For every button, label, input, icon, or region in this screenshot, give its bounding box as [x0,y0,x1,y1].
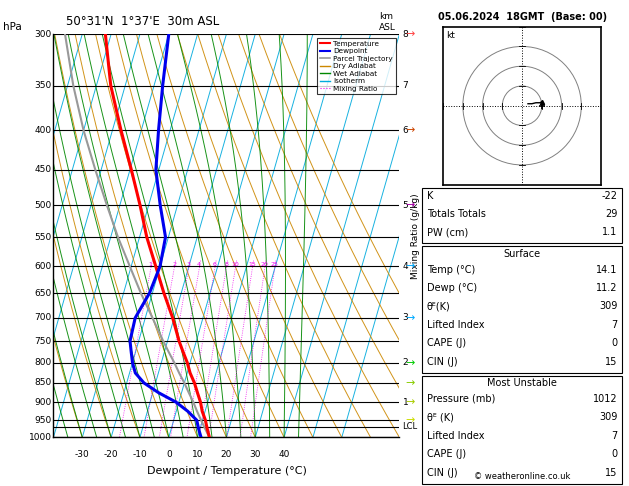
Text: →: → [406,378,415,388]
Text: 400: 400 [35,126,52,135]
Text: 550: 550 [35,233,52,242]
Text: -20: -20 [104,450,118,458]
Text: 800: 800 [35,358,52,367]
Text: Dewp (°C): Dewp (°C) [426,283,477,293]
Text: 10: 10 [192,450,203,458]
Text: 7: 7 [611,320,618,330]
Text: θᴱ(K): θᴱ(K) [426,301,450,312]
Text: 25: 25 [270,262,279,267]
Text: →: → [406,125,415,136]
Text: 450: 450 [35,165,52,174]
Text: 0: 0 [611,338,618,348]
Text: 8: 8 [403,30,408,38]
Text: 4: 4 [197,262,201,267]
Text: 700: 700 [35,313,52,322]
Text: 7: 7 [611,431,618,441]
Text: 1: 1 [149,262,153,267]
Text: 2: 2 [172,262,176,267]
Text: 30: 30 [250,450,261,458]
Text: 3: 3 [187,262,191,267]
Text: 05.06.2024  18GMT  (Base: 00): 05.06.2024 18GMT (Base: 00) [438,12,606,22]
Text: →: → [406,29,415,39]
Text: 15: 15 [605,357,618,367]
Text: CIN (J): CIN (J) [426,468,457,478]
Text: LCL: LCL [403,422,418,431]
Text: 850: 850 [35,379,52,387]
Text: Lifted Index: Lifted Index [426,431,484,441]
Text: 900: 900 [35,398,52,407]
Text: 15: 15 [605,468,618,478]
Text: 6: 6 [213,262,216,267]
Text: →: → [406,358,415,367]
Text: 309: 309 [599,301,618,312]
Text: CIN (J): CIN (J) [426,357,457,367]
Text: 600: 600 [35,262,52,271]
Text: 1012: 1012 [593,394,618,404]
Text: →: → [406,261,415,271]
Text: Dewpoint / Temperature (°C): Dewpoint / Temperature (°C) [147,466,306,476]
Text: 11.2: 11.2 [596,283,618,293]
Text: -22: -22 [601,191,618,201]
Text: →: → [406,397,415,407]
Text: -10: -10 [133,450,147,458]
Text: hPa: hPa [3,21,22,32]
Text: km
ASL: km ASL [379,12,396,32]
Text: Mixing Ratio (g/kg): Mixing Ratio (g/kg) [411,193,420,278]
Text: Temp (°C): Temp (°C) [426,264,475,275]
Text: 2: 2 [403,358,408,367]
Text: 50°31'N  1°37'E  30m ASL: 50°31'N 1°37'E 30m ASL [66,15,220,28]
Text: 10: 10 [231,262,239,267]
Text: 1: 1 [403,398,408,407]
Text: →: → [406,415,415,425]
Bar [423,246,621,373]
Text: Surface: Surface [503,249,541,259]
Text: Lifted Index: Lifted Index [426,320,484,330]
Text: © weatheronline.co.uk: © weatheronline.co.uk [474,472,571,481]
Text: Totals Totals: Totals Totals [426,209,486,219]
Text: 500: 500 [35,201,52,209]
Text: 40: 40 [279,450,290,458]
Text: 20: 20 [221,450,232,458]
Text: θᴱ (K): θᴱ (K) [426,413,454,422]
Text: K: K [426,191,433,201]
Bar [423,376,621,484]
Text: PW (cm): PW (cm) [426,227,468,238]
Text: -30: -30 [75,450,90,458]
Text: 20: 20 [261,262,269,267]
Text: 1.1: 1.1 [603,227,618,238]
Text: 3: 3 [403,313,408,322]
Text: 0: 0 [166,450,172,458]
Text: Most Unstable: Most Unstable [487,378,557,388]
Text: 6: 6 [403,126,408,135]
Text: 15: 15 [248,262,256,267]
Text: 29: 29 [605,209,618,219]
Text: →: → [406,313,415,323]
Text: 350: 350 [35,81,52,90]
Text: 5: 5 [403,201,408,209]
Text: 950: 950 [35,416,52,425]
Text: 650: 650 [35,289,52,297]
Text: 0: 0 [611,450,618,459]
Text: Pressure (mb): Pressure (mb) [426,394,495,404]
Text: 14.1: 14.1 [596,264,618,275]
Text: 300: 300 [35,30,52,38]
Text: CAPE (J): CAPE (J) [426,450,465,459]
Text: 309: 309 [599,413,618,422]
Legend: Temperature, Dewpoint, Parcel Trajectory, Dry Adiabat, Wet Adiabat, Isotherm, Mi: Temperature, Dewpoint, Parcel Trajectory… [316,37,396,94]
Text: CAPE (J): CAPE (J) [426,338,465,348]
Text: 4: 4 [403,262,408,271]
Text: 7: 7 [403,81,408,90]
Text: 1000: 1000 [29,433,52,442]
Text: →: → [406,200,415,210]
Text: 8: 8 [224,262,228,267]
Bar [423,188,621,243]
Text: 750: 750 [35,336,52,346]
